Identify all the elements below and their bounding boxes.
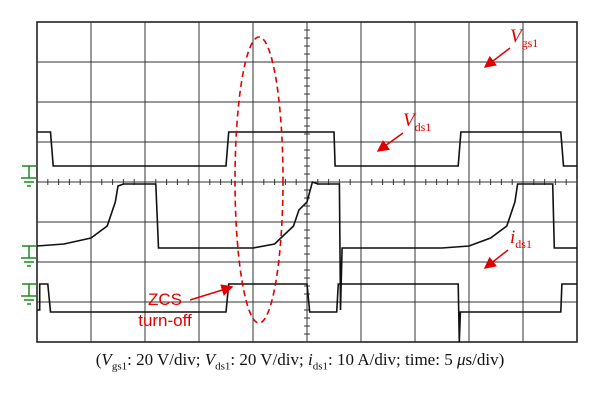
ids1-arrow — [483, 249, 509, 269]
ground-icon — [21, 245, 37, 267]
scale-caption: (Vgs1: 20 V/div; Vds1: 20 V/div; ids1: 1… — [95, 350, 505, 373]
trace-ids1 — [37, 283, 577, 343]
ids1-label: ids1 — [510, 227, 532, 251]
vgs1-arrow — [483, 47, 511, 68]
zcs-ellipse — [234, 36, 284, 324]
ground-icon — [21, 165, 37, 187]
annotations: Vgs1 Vds1 ids1 ZCS turn-off — [138, 26, 538, 330]
trace-vds1 — [36, 180, 577, 311]
vgs1-label: Vgs1 — [510, 26, 538, 50]
scope-grid — [36, 21, 578, 343]
vds1-arrow — [376, 132, 404, 152]
turn-off-label: turn-off — [138, 311, 192, 330]
zcs-label: ZCS — [148, 290, 182, 309]
ground-icon — [21, 283, 37, 305]
zcs-arrow — [189, 284, 234, 301]
ground-markers — [21, 165, 37, 305]
vds1-label: Vds1 — [403, 110, 431, 134]
